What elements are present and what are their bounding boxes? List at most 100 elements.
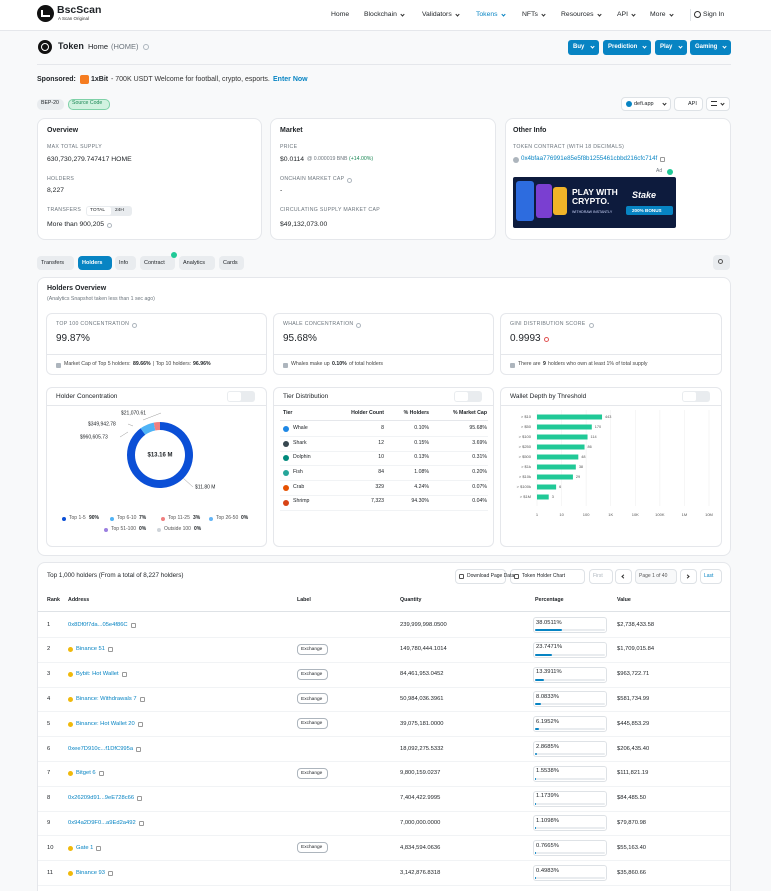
address-link[interactable]: Binance: Hot Wallet 20	[76, 720, 135, 727]
divider	[38, 885, 730, 886]
nav-item[interactable]: Blockchain	[364, 11, 397, 19]
percentage-track	[535, 777, 605, 780]
field-value: 630,730,279.747417 HOME	[47, 156, 132, 164]
value-cell: $111,821.19	[617, 770, 649, 777]
logo-text[interactable]: BscScan	[57, 3, 102, 16]
value-cell: $84,485.50	[617, 795, 647, 802]
tab[interactable]	[78, 256, 112, 270]
legend-dot	[62, 517, 66, 521]
tab[interactable]	[115, 256, 136, 270]
tool-button[interactable]	[674, 97, 703, 111]
chart-toggle[interactable]	[682, 391, 710, 402]
chevron-icon	[642, 44, 647, 49]
table-button[interactable]	[455, 569, 506, 584]
chart-toggle-active[interactable]	[683, 392, 696, 401]
percentage-track	[535, 703, 605, 706]
legend-label: Top 26-50	[216, 515, 239, 522]
toggle-label[interactable]: TOTAL	[90, 208, 106, 214]
tool-button[interactable]	[706, 97, 730, 111]
pager-button[interactable]	[615, 569, 632, 584]
header-button[interactable]	[655, 40, 687, 55]
stat-note: Market Cap of Top 5 holders:	[64, 360, 131, 367]
nav-item[interactable]: Tokens	[476, 11, 498, 19]
percentage-track	[535, 653, 605, 656]
pager-button[interactable]	[589, 569, 613, 584]
address-link[interactable]: Binance 93	[76, 869, 106, 876]
donut-slice	[153, 422, 160, 431]
legend-label: Top 51-100	[111, 526, 137, 533]
pager-button[interactable]	[700, 569, 722, 584]
address-link[interactable]: 0x8Df0f7da...05e4f86C	[68, 621, 128, 628]
donut-annotation: $13.16 M	[147, 453, 172, 459]
legend-value: 0%	[241, 515, 249, 522]
tool-button[interactable]	[621, 97, 671, 111]
icon	[138, 721, 143, 727]
stat-label: WHALE CONCENTRATION	[283, 320, 354, 327]
value-cell: $55,163.40	[617, 844, 647, 851]
bar-value-label: 170	[595, 425, 601, 429]
sponsored-link[interactable]: Enter Now	[273, 75, 308, 83]
divider	[38, 810, 730, 812]
header-button[interactable]	[568, 40, 599, 55]
contract-address[interactable]: 0x4bfaa776991e85e5f8b1255461cbbd216cfc71…	[521, 155, 658, 163]
address-link[interactable]: 0x26209d91...9eE728c66	[68, 795, 135, 802]
icon	[122, 672, 127, 678]
percentage-bar	[535, 777, 537, 780]
divider	[501, 405, 721, 406]
nav-item[interactable]: More	[650, 11, 666, 19]
pager-button	[635, 569, 677, 584]
table-cell: Shark	[293, 439, 307, 446]
stat-card	[46, 313, 267, 375]
tab[interactable]	[219, 256, 244, 270]
header-button[interactable]	[603, 40, 651, 55]
legend-value: 0%	[139, 526, 147, 533]
nav-item[interactable]: API	[617, 11, 628, 19]
value-cell: $206,435.40	[617, 745, 650, 752]
address-link[interactable]: Bybit: Hot Wallet	[76, 671, 119, 678]
pager-button[interactable]	[680, 569, 697, 584]
quantity-cell: 9,800,159.0237	[400, 770, 441, 777]
tab[interactable]	[37, 256, 74, 270]
address-link[interactable]: Binance 51	[76, 646, 106, 653]
header-button[interactable]	[690, 40, 731, 55]
rank-cell: 5	[47, 720, 51, 727]
address-link[interactable]: Binance: Withdrawals 7	[76, 696, 137, 703]
leader-line	[127, 423, 134, 427]
divider	[38, 686, 730, 688]
chart-toggle[interactable]	[227, 391, 255, 402]
toggle-label[interactable]: 24H	[115, 208, 124, 214]
chart-toggle[interactable]	[454, 391, 482, 402]
nav-item[interactable]: Resources	[561, 11, 594, 19]
tab[interactable]	[179, 256, 215, 270]
rank-cell: 7	[47, 770, 51, 777]
market-card	[270, 118, 496, 240]
percentage-track	[535, 852, 605, 855]
bar-value-label: 3	[552, 495, 554, 499]
tool-icon	[626, 101, 632, 107]
rank-cell: 6	[47, 745, 51, 752]
icon	[96, 845, 101, 851]
header-button-label: Gaming	[695, 44, 718, 51]
tab[interactable]	[140, 256, 175, 270]
address-link[interactable]: 0xee7D910c...f1DfC995a	[68, 745, 134, 752]
y-tick-label: > $500	[519, 454, 532, 459]
leader-line	[182, 477, 194, 488]
quantity-cell: 18,092,275.5332	[400, 745, 444, 752]
nav-item[interactable]: NFTs	[522, 11, 538, 19]
nav-item[interactable]: Validators	[422, 11, 452, 19]
address-link[interactable]: 0x94a2D9F0...a9Ed2a492	[68, 820, 136, 827]
chart-toggle-active[interactable]	[228, 392, 241, 401]
token-name: Home	[88, 41, 109, 51]
logo-icon[interactable]	[37, 5, 54, 22]
address-link[interactable]: Bitget 6	[76, 770, 96, 777]
table-cell: 7,323	[371, 498, 384, 505]
table-header: Value	[617, 596, 631, 603]
chart-card	[273, 387, 494, 547]
nav-item[interactable]: Home	[331, 11, 350, 19]
bar	[537, 434, 588, 440]
sign-in[interactable]: Sign In	[703, 11, 725, 19]
chart-toggle-active[interactable]	[455, 392, 468, 401]
donut-annotation: $349,942.78	[88, 421, 116, 427]
table-button[interactable]	[510, 569, 585, 584]
address-link[interactable]: Gate 1	[76, 844, 94, 851]
